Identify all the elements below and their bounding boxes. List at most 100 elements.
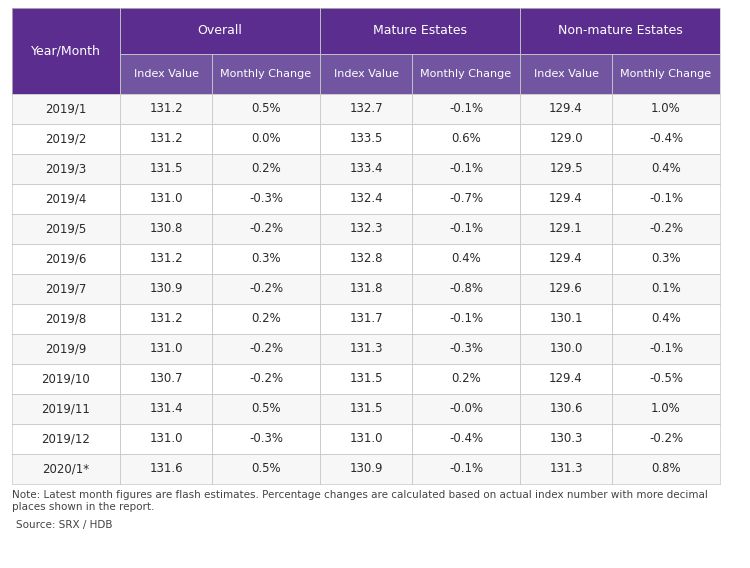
Bar [612,454,720,484]
Text: 0.5%: 0.5% [251,403,280,416]
Bar [612,184,720,214]
Bar [412,334,520,364]
Bar [120,364,212,394]
Text: 131.0: 131.0 [149,432,183,445]
Bar [320,214,412,244]
Bar [120,154,212,184]
Text: 1.0%: 1.0% [651,102,681,115]
Text: -0.4%: -0.4% [449,432,483,445]
Text: Index Value: Index Value [134,69,199,79]
Text: -0.2%: -0.2% [649,432,683,445]
Bar [320,454,412,484]
Bar [212,394,320,424]
Text: 131.2: 131.2 [149,132,183,145]
Bar [212,124,320,154]
Text: 0.3%: 0.3% [651,253,681,265]
Bar [120,394,212,424]
Bar [212,184,320,214]
Bar [212,334,320,364]
Text: 0.1%: 0.1% [651,282,681,295]
Text: 0.5%: 0.5% [251,462,280,475]
Text: 129.1: 129.1 [549,223,583,236]
Text: 129.4: 129.4 [549,253,583,265]
Bar [320,8,520,54]
Bar [520,54,612,94]
Bar [320,244,412,274]
Text: Overall: Overall [197,24,242,37]
Bar [212,424,320,454]
Text: 0.3%: 0.3% [251,253,280,265]
Text: 0.2%: 0.2% [251,312,280,325]
Text: 129.4: 129.4 [549,193,583,206]
Text: 0.4%: 0.4% [651,312,681,325]
Text: -0.4%: -0.4% [649,132,683,145]
Text: 130.6: 130.6 [549,403,583,416]
Text: -0.0%: -0.0% [449,403,483,416]
Bar [612,364,720,394]
Bar [412,54,520,94]
Text: Monthly Change: Monthly Change [620,69,712,79]
Text: 130.7: 130.7 [149,373,183,386]
Text: 0.2%: 0.2% [251,162,280,176]
Bar [612,94,720,124]
Bar [12,214,120,244]
Text: 130.9: 130.9 [149,282,183,295]
Bar [212,454,320,484]
Text: 2019/7: 2019/7 [45,282,87,295]
Bar [12,454,120,484]
Bar [12,424,120,454]
Text: 2019/5: 2019/5 [45,223,86,236]
Bar [120,424,212,454]
Bar [120,94,212,124]
Bar [12,304,120,334]
Text: 129.6: 129.6 [549,282,583,295]
Bar [520,274,612,304]
Text: Source: SRX / HDB: Source: SRX / HDB [16,520,112,530]
Text: -0.7%: -0.7% [449,193,483,206]
Bar [520,334,612,364]
Text: 129.0: 129.0 [549,132,583,145]
Bar [120,334,212,364]
Bar [212,364,320,394]
Text: 132.8: 132.8 [350,253,382,265]
Bar [412,304,520,334]
Bar [520,214,612,244]
Text: 0.8%: 0.8% [651,462,681,475]
Text: 0.2%: 0.2% [452,373,481,386]
Bar [120,244,212,274]
Bar [612,54,720,94]
Bar [12,154,120,184]
Text: 2019/2: 2019/2 [45,132,87,145]
Text: -0.1%: -0.1% [449,312,483,325]
Bar [520,304,612,334]
Bar [612,334,720,364]
Bar [120,214,212,244]
Bar [212,304,320,334]
Text: 2019/1: 2019/1 [45,102,87,115]
Bar [412,424,520,454]
Bar [212,244,320,274]
Text: Index Value: Index Value [533,69,598,79]
Bar [412,364,520,394]
Text: 131.5: 131.5 [149,162,183,176]
Bar [12,334,120,364]
Text: -0.1%: -0.1% [649,193,683,206]
Bar [212,94,320,124]
Bar [212,54,320,94]
Text: 2019/3: 2019/3 [45,162,86,176]
Text: -0.1%: -0.1% [449,223,483,236]
Text: Index Value: Index Value [334,69,398,79]
Text: 130.0: 130.0 [549,343,583,356]
Bar [320,154,412,184]
Text: 1.0%: 1.0% [651,403,681,416]
Text: 2019/8: 2019/8 [45,312,86,325]
Bar [520,94,612,124]
Text: -0.3%: -0.3% [449,343,483,356]
Text: -0.3%: -0.3% [249,193,283,206]
Text: -0.8%: -0.8% [449,282,483,295]
Bar [320,424,412,454]
Text: -0.1%: -0.1% [449,102,483,115]
Text: Year/Month: Year/Month [31,44,101,57]
Bar [520,124,612,154]
Bar [120,454,212,484]
